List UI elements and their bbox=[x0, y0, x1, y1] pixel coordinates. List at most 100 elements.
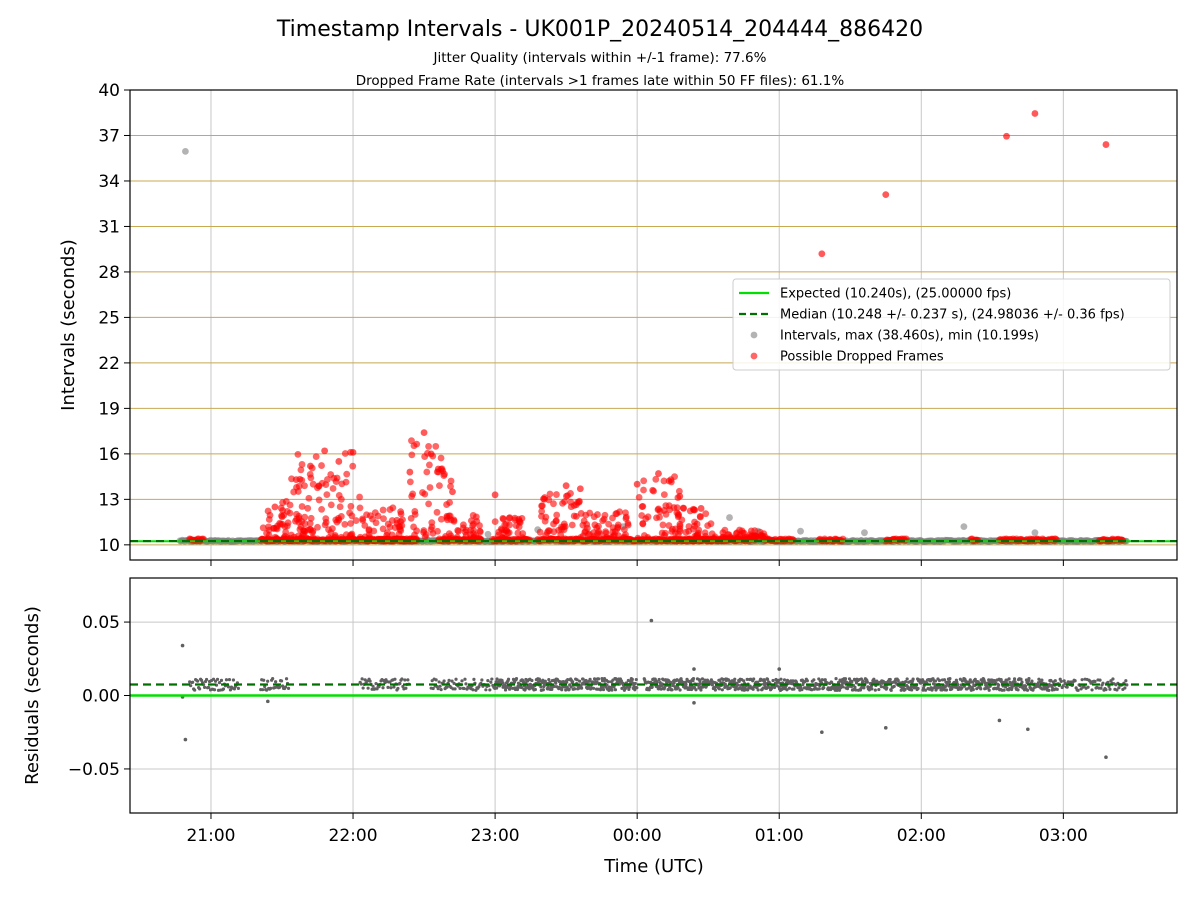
dropped-frame-point bbox=[671, 473, 678, 481]
dropped-frame-point bbox=[506, 514, 514, 522]
residual-point bbox=[1012, 677, 1017, 681]
dropped-frame-point bbox=[595, 528, 603, 535]
dropped-frame-point bbox=[640, 477, 648, 485]
dropped-frame-point bbox=[568, 521, 576, 529]
dropped-frame-point bbox=[301, 482, 308, 490]
dropped-frame-point bbox=[406, 468, 414, 476]
residual-point bbox=[761, 686, 765, 690]
dropped-frame-point bbox=[315, 482, 323, 490]
residual-point bbox=[437, 680, 441, 684]
dropped-frame-point bbox=[282, 498, 290, 505]
residual-point bbox=[723, 685, 727, 689]
dropped-frame-point bbox=[579, 521, 587, 529]
residual-point bbox=[805, 679, 809, 683]
residual-point bbox=[596, 687, 600, 691]
residual-point bbox=[1020, 680, 1024, 684]
residual-point bbox=[486, 679, 490, 683]
residual-point bbox=[547, 677, 551, 682]
residual-point bbox=[439, 688, 443, 692]
residual-point bbox=[694, 688, 698, 692]
residual-point bbox=[635, 686, 639, 690]
residual-point bbox=[997, 683, 1001, 687]
residual-point bbox=[733, 677, 737, 681]
residual-point bbox=[1117, 686, 1121, 690]
dropped-frame-point bbox=[561, 523, 569, 530]
residual-point bbox=[566, 677, 570, 682]
dropped-frame-point bbox=[675, 487, 683, 495]
intervals-y-tick-label: 37 bbox=[98, 126, 120, 146]
dropped-frame-point bbox=[293, 510, 300, 518]
dropped-frame-point bbox=[545, 496, 553, 504]
dropped-frame-point bbox=[427, 450, 435, 458]
dropped-frame-point bbox=[538, 507, 546, 515]
dropped-frame-point bbox=[526, 536, 534, 544]
intervals-y-tick-label: 16 bbox=[98, 445, 120, 465]
dropped-frame-point bbox=[739, 529, 747, 537]
residual-point bbox=[1001, 680, 1005, 684]
residual-point bbox=[765, 677, 770, 681]
residual-point bbox=[1053, 679, 1057, 683]
dropped-frame-point bbox=[292, 476, 300, 484]
dropped-frame-point bbox=[473, 518, 481, 525]
dropped-frame-point bbox=[1031, 110, 1039, 117]
dropped-frame-point bbox=[747, 532, 755, 540]
residual-point bbox=[1007, 677, 1011, 681]
residual-point bbox=[812, 678, 816, 682]
residual-point bbox=[193, 688, 197, 692]
residual-point bbox=[1106, 680, 1110, 684]
residual-point bbox=[541, 688, 545, 692]
dropped-frame-point bbox=[577, 534, 584, 541]
residual-point bbox=[655, 680, 659, 684]
x-tick-label: 22:00 bbox=[329, 826, 378, 846]
residual-point bbox=[508, 687, 512, 691]
dropped-frame-point bbox=[304, 504, 312, 512]
dropped-frame-point bbox=[282, 528, 290, 536]
residual-point bbox=[782, 678, 787, 682]
residual-point bbox=[771, 678, 775, 683]
residual-point bbox=[211, 677, 216, 681]
residual-point bbox=[464, 682, 468, 686]
dropped-frame-point bbox=[640, 486, 647, 494]
residual-point bbox=[752, 677, 756, 681]
residual-point bbox=[1125, 683, 1129, 687]
residual-point bbox=[692, 667, 696, 671]
residual-point bbox=[543, 679, 547, 683]
dropped-frame-point bbox=[386, 506, 394, 513]
residual-point bbox=[879, 685, 883, 689]
dropped-frame-point bbox=[561, 498, 568, 506]
residual-point bbox=[471, 688, 475, 692]
dropped-frame-point bbox=[266, 511, 274, 519]
dropped-frame-point bbox=[512, 522, 520, 529]
residual-point bbox=[836, 680, 841, 685]
dropped-frame-point bbox=[570, 512, 578, 520]
dropped-frame-point bbox=[661, 531, 668, 539]
dropped-frame-point bbox=[514, 529, 522, 537]
residual-point bbox=[213, 679, 218, 683]
residual-point bbox=[360, 677, 364, 681]
dropped-frame-point bbox=[356, 493, 363, 501]
x-tick-label: 02:00 bbox=[897, 826, 946, 846]
residual-point bbox=[1002, 688, 1006, 692]
residual-point bbox=[1124, 679, 1128, 683]
dropped-frame-point bbox=[491, 491, 499, 499]
dropped-frame-point bbox=[662, 510, 670, 518]
residual-point bbox=[853, 685, 857, 689]
residual-point bbox=[777, 667, 782, 671]
dropped-frame-point bbox=[747, 527, 755, 535]
dropped-frame-point bbox=[341, 450, 349, 457]
residual-point bbox=[361, 686, 365, 690]
dropped-frame-point bbox=[445, 530, 453, 538]
intervals-y-tick-label: 22 bbox=[98, 354, 120, 374]
dropped-frame-point bbox=[294, 450, 302, 458]
dropped-frame-point bbox=[616, 508, 623, 516]
dropped-frame-point bbox=[620, 526, 628, 533]
residual-point bbox=[947, 680, 952, 684]
residual-point bbox=[533, 687, 537, 692]
residual-point bbox=[396, 686, 400, 691]
residual-point bbox=[262, 678, 266, 682]
dropped-frame-point bbox=[265, 523, 272, 531]
dropped-frame-point bbox=[347, 520, 355, 527]
dropped-frame-point bbox=[433, 508, 441, 516]
dropped-frame-point bbox=[642, 515, 650, 523]
residual-point bbox=[484, 688, 488, 692]
